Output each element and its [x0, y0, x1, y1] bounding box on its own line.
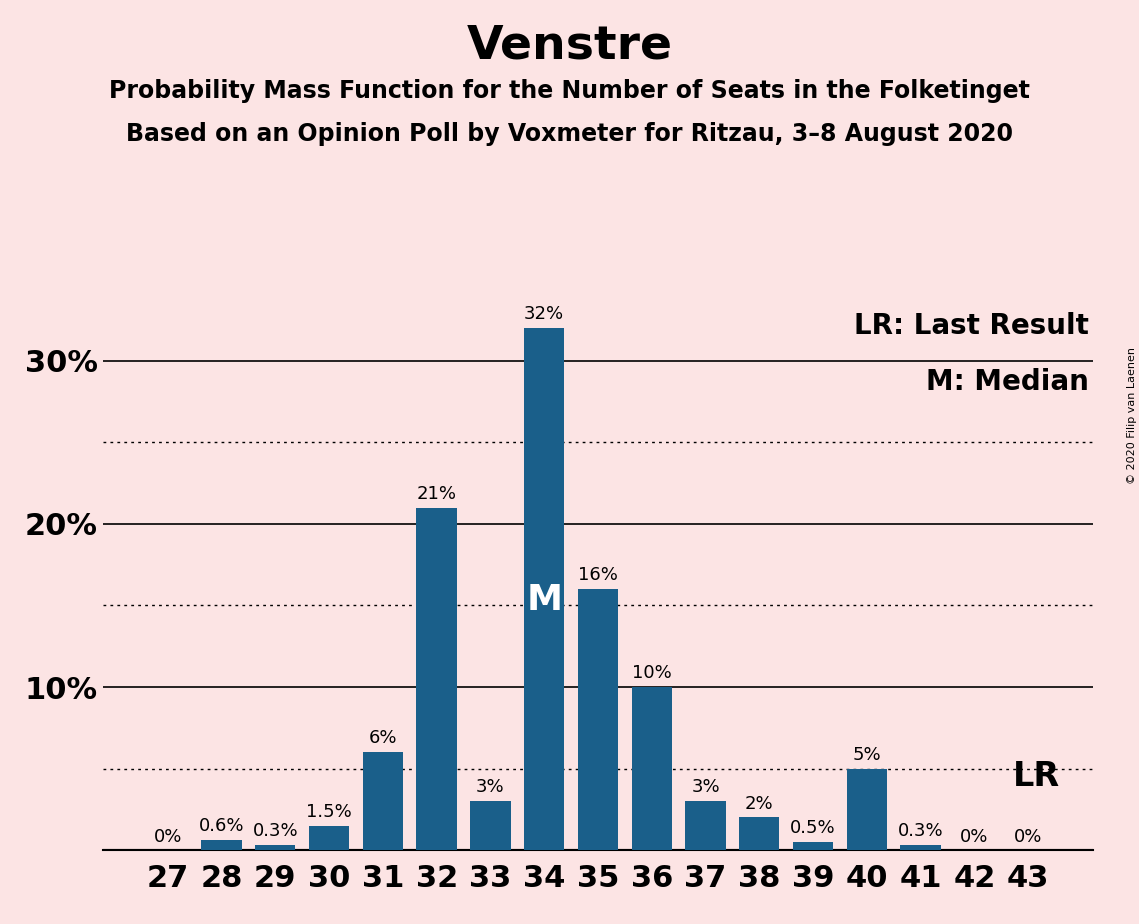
Bar [739, 818, 779, 850]
Text: 0.5%: 0.5% [790, 819, 836, 837]
Text: 2%: 2% [745, 795, 773, 812]
Text: 0.6%: 0.6% [198, 818, 244, 835]
Bar [202, 840, 241, 850]
Text: 32%: 32% [524, 306, 564, 323]
Text: 1.5%: 1.5% [306, 803, 352, 821]
Text: Probability Mass Function for the Number of Seats in the Folketinget: Probability Mass Function for the Number… [109, 79, 1030, 103]
Text: 16%: 16% [577, 566, 618, 584]
Bar [686, 801, 726, 850]
Bar [417, 507, 457, 850]
Text: 0.3%: 0.3% [253, 822, 298, 840]
Text: 0%: 0% [1014, 828, 1042, 846]
Bar [577, 590, 618, 850]
Text: M: Median: M: Median [926, 368, 1089, 395]
Bar [255, 845, 295, 850]
Text: 5%: 5% [853, 746, 882, 763]
Bar [524, 328, 564, 850]
Bar [793, 842, 834, 850]
Bar [309, 826, 350, 850]
Bar [362, 752, 403, 850]
Text: 21%: 21% [417, 485, 457, 503]
Text: 6%: 6% [369, 729, 398, 748]
Bar [901, 845, 941, 850]
Text: 3%: 3% [691, 778, 720, 796]
Bar [470, 801, 510, 850]
Text: 0.3%: 0.3% [898, 822, 943, 840]
Bar [846, 769, 887, 850]
Text: 3%: 3% [476, 778, 505, 796]
Bar [632, 687, 672, 850]
Text: 0%: 0% [960, 828, 989, 846]
Text: 0%: 0% [154, 828, 182, 846]
Text: M: M [526, 583, 563, 616]
Text: Based on an Opinion Poll by Voxmeter for Ritzau, 3–8 August 2020: Based on an Opinion Poll by Voxmeter for… [126, 122, 1013, 146]
Text: LR: Last Result: LR: Last Result [853, 312, 1089, 340]
Text: LR: LR [1014, 760, 1060, 793]
Text: 10%: 10% [632, 664, 672, 682]
Text: © 2020 Filip van Laenen: © 2020 Filip van Laenen [1126, 347, 1137, 484]
Text: Venstre: Venstre [467, 23, 672, 68]
